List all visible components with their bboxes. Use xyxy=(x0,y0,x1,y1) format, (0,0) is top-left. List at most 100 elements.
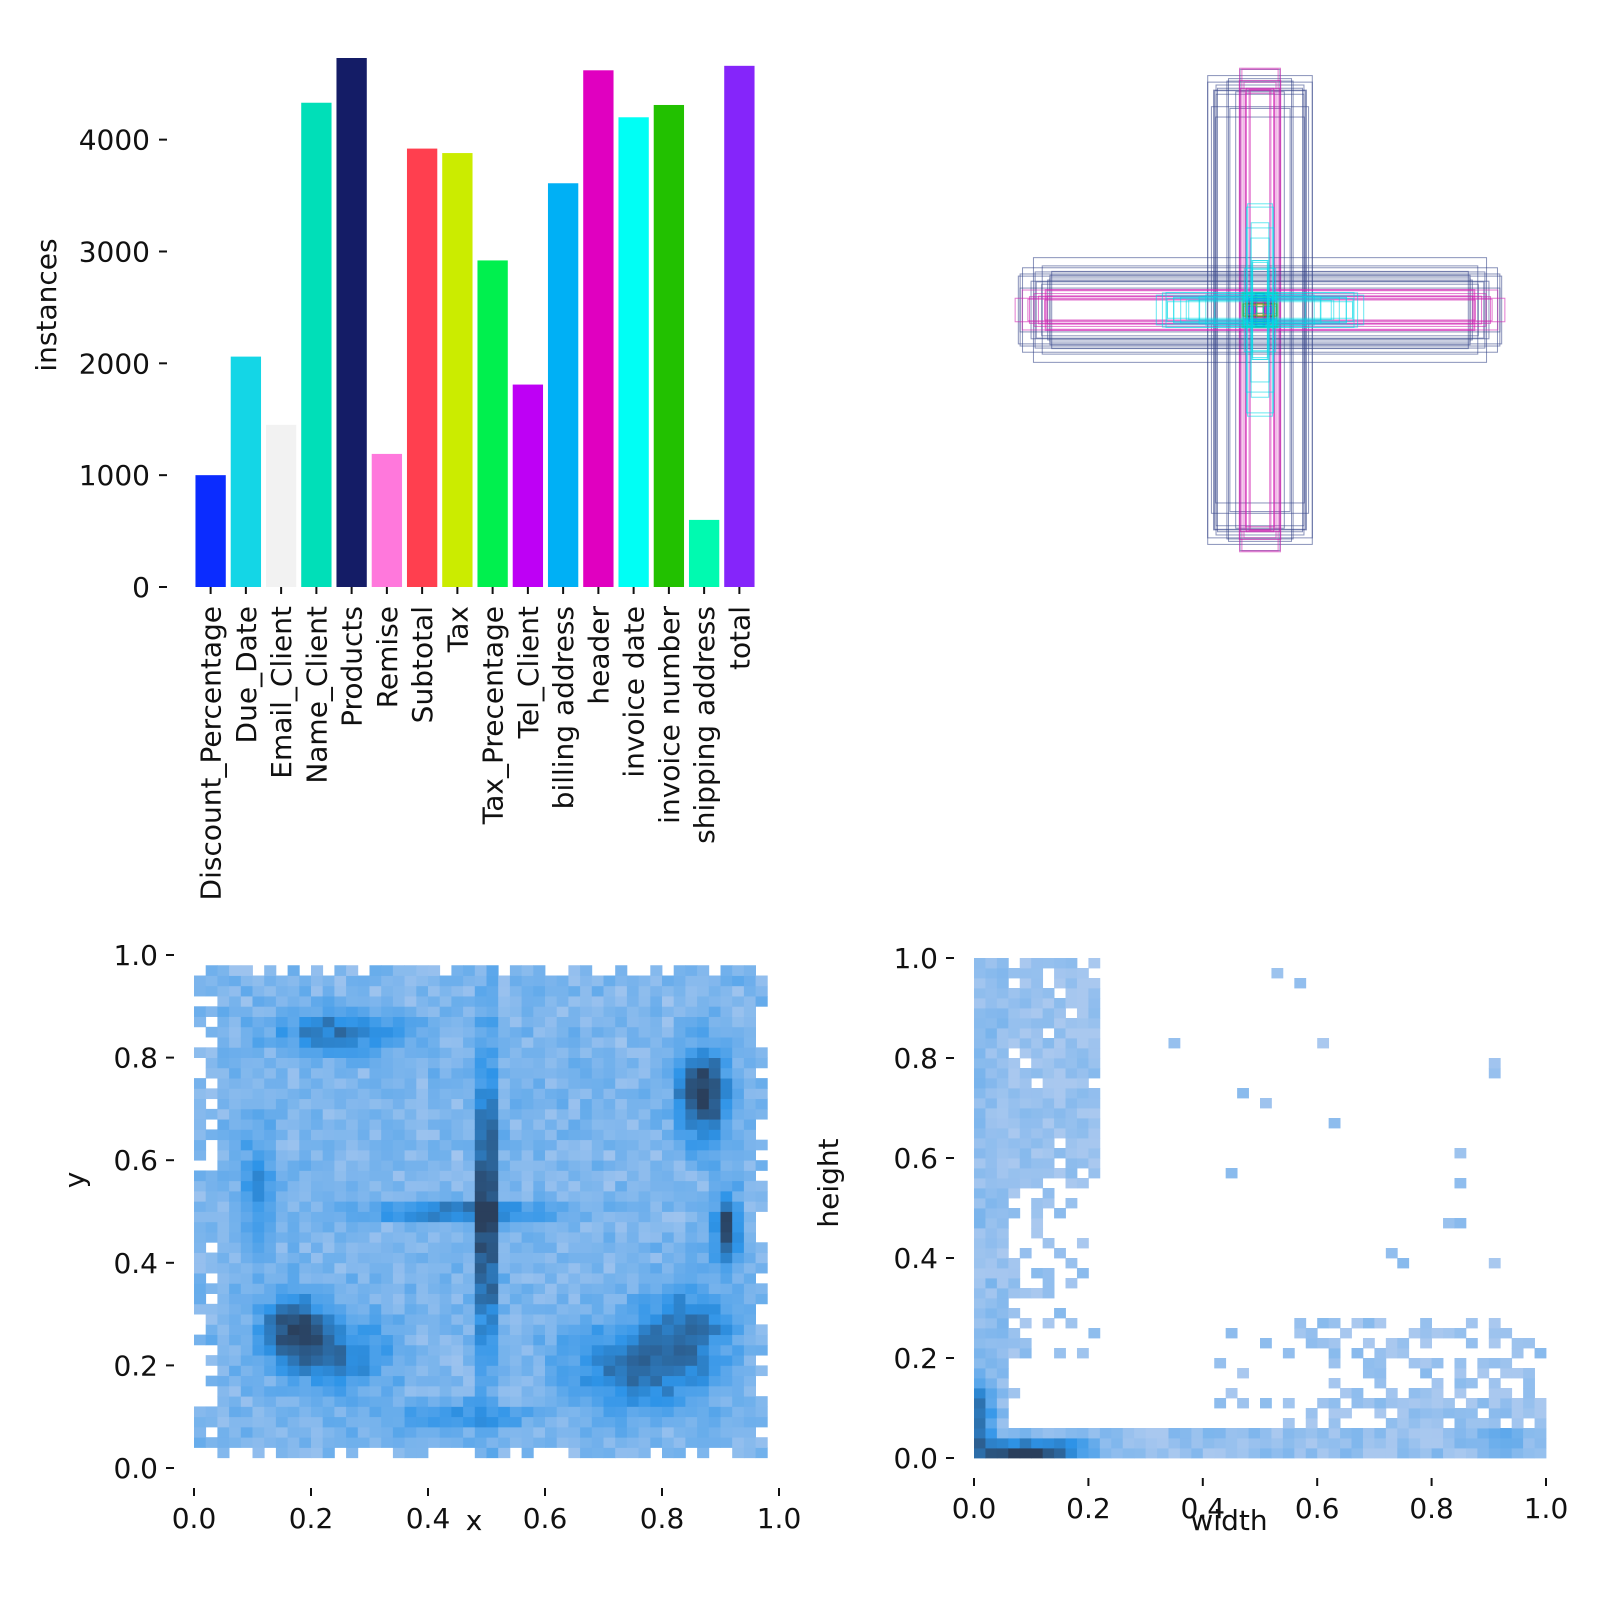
bar-header xyxy=(583,70,614,588)
heatmap-cell xyxy=(381,1047,394,1058)
heatmap-cell xyxy=(416,996,429,1007)
heatmap-cell xyxy=(264,1252,277,1264)
label-box xyxy=(1207,75,1313,545)
heatmap-cell xyxy=(662,1262,675,1274)
heatmap-cell xyxy=(1202,1448,1215,1459)
heatmap-cell xyxy=(638,1170,651,1182)
heatmap-cell xyxy=(1076,1138,1089,1149)
heatmap-cell xyxy=(580,1180,593,1192)
heatmap-cell xyxy=(743,1108,756,1120)
y-axis-label: y xyxy=(58,1172,91,1189)
heatmap-cell xyxy=(346,1016,359,1028)
heatmap-cell xyxy=(439,1324,452,1336)
heatmap-cell xyxy=(1031,1288,1044,1299)
heatmap-cell xyxy=(615,1037,628,1048)
heatmap-cell xyxy=(697,1365,710,1377)
heatmap-cell xyxy=(381,985,394,997)
heatmap-cell xyxy=(416,1437,429,1448)
heatmap-cell xyxy=(439,1283,452,1294)
heatmap-cell xyxy=(615,1252,628,1264)
heatmap-cell xyxy=(264,1334,277,1346)
heatmap-cell xyxy=(996,1018,1009,1029)
x-tick-label: 0.8 xyxy=(1409,1492,1454,1525)
heatmap-cell xyxy=(287,1314,300,1325)
heatmap-cell xyxy=(996,1438,1009,1449)
heatmap-cell xyxy=(463,1016,476,1028)
heatmap-cell xyxy=(697,1385,710,1397)
heatmap-cell xyxy=(428,1416,441,1428)
heatmap-cell xyxy=(673,1190,686,1202)
heatmap-cell xyxy=(985,1258,998,1269)
heatmap-cell xyxy=(322,1067,335,1079)
heatmap-cell xyxy=(217,975,230,987)
heatmap-cell xyxy=(743,1283,756,1294)
heatmap-cell xyxy=(1374,1438,1387,1449)
heatmap-cell xyxy=(662,1067,675,1079)
heatmap-cell xyxy=(346,1221,359,1233)
heatmap-cell xyxy=(1088,1038,1101,1049)
heatmap-cell xyxy=(662,1314,675,1325)
heatmap-cell xyxy=(275,1293,288,1305)
heatmap-cell xyxy=(580,1252,593,1264)
heatmap-cell xyxy=(451,1119,464,1130)
heatmap-cell xyxy=(743,1078,756,1089)
heatmap-cell xyxy=(545,1426,558,1438)
heatmap-cell xyxy=(264,1119,277,1130)
heatmap-cell xyxy=(556,1026,569,1038)
heatmap-cell xyxy=(229,996,242,1007)
heatmap-cell xyxy=(264,1273,277,1284)
heatmap-cell xyxy=(416,1098,429,1110)
heatmap-cell xyxy=(591,1252,604,1264)
heatmap-cell xyxy=(1340,1328,1352,1339)
heatmap-cell xyxy=(626,1006,639,1017)
label-box xyxy=(1021,289,1499,331)
heatmap-cell xyxy=(708,1098,721,1110)
heatmap-cell xyxy=(369,1437,382,1448)
heatmap-cell xyxy=(428,1365,441,1377)
heatmap-cell xyxy=(580,1375,593,1387)
heatmap-cell xyxy=(521,1037,534,1048)
heatmap-cell xyxy=(439,1375,452,1387)
heatmap-cell xyxy=(392,1293,405,1305)
heatmap-cell xyxy=(580,1283,593,1294)
heatmap-cell xyxy=(591,1129,604,1141)
heatmap-cell xyxy=(463,1324,476,1336)
heatmap-cell xyxy=(498,1324,511,1336)
heatmap-cell xyxy=(1225,1388,1238,1399)
heatmap-cell xyxy=(985,1278,998,1289)
heatmap-cell xyxy=(416,1385,429,1397)
heatmap-cell xyxy=(720,1057,733,1069)
heatmap-cell xyxy=(743,1190,756,1202)
heatmap-cell xyxy=(322,1201,335,1212)
heatmap-cell xyxy=(1088,1138,1101,1149)
heatmap-cell xyxy=(743,1314,756,1325)
heatmap-cell xyxy=(580,1139,593,1151)
heatmap-cell xyxy=(205,1303,218,1315)
heatmap-cell xyxy=(697,1375,710,1387)
heatmap-cell xyxy=(474,1119,487,1130)
heatmap-cell xyxy=(357,1037,370,1048)
heatmap-cell xyxy=(685,1190,698,1202)
heatmap-cell xyxy=(1305,1438,1318,1449)
heatmap-cell xyxy=(985,1068,998,1079)
heatmap-cell xyxy=(194,1426,207,1438)
heatmap-cell xyxy=(474,975,487,987)
heatmap-cell xyxy=(439,1190,452,1202)
heatmap-cell xyxy=(743,1396,756,1407)
heatmap-cell xyxy=(638,975,651,987)
heatmap-cell xyxy=(985,1328,998,1339)
heatmap-cell xyxy=(486,1139,499,1151)
heatmap-cell xyxy=(1088,1028,1101,1039)
heatmap-cell xyxy=(755,1057,768,1069)
x-tick-label: total xyxy=(723,606,756,670)
heatmap-cell xyxy=(1042,1088,1055,1099)
heatmap-cell xyxy=(392,1067,405,1079)
heatmap-cell xyxy=(217,1283,230,1294)
heatmap-cell xyxy=(697,1098,710,1110)
heatmap-cell xyxy=(591,1293,604,1305)
heatmap-cell xyxy=(521,1242,534,1253)
heatmap-cell xyxy=(322,1252,335,1264)
heatmap-cell xyxy=(217,1129,230,1141)
heatmap-cell xyxy=(985,1348,998,1359)
heatmap-cell xyxy=(1294,978,1307,989)
